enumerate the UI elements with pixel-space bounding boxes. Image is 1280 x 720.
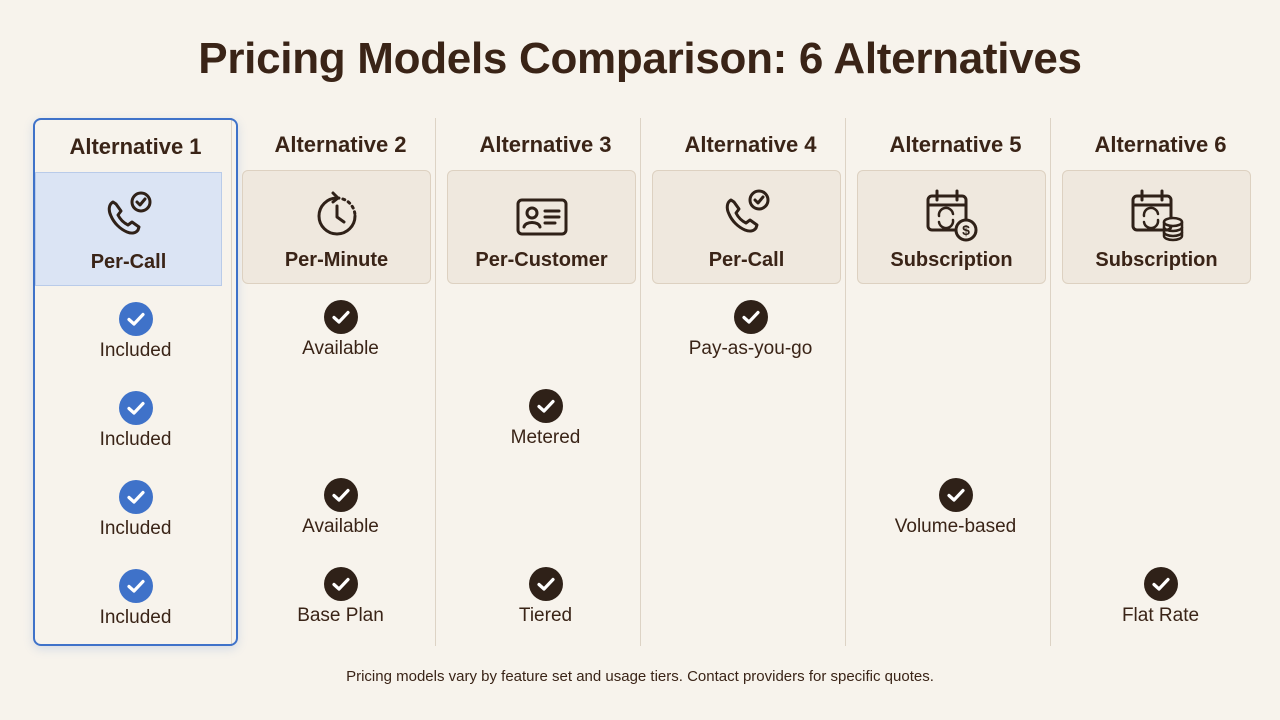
check-icon	[118, 391, 153, 425]
feature-status-text: Tiered	[518, 605, 573, 626]
clock-icon	[317, 191, 356, 236]
check-icon	[528, 389, 563, 423]
column-title: Alternative 6	[1094, 132, 1227, 157]
feature-cell: Volume-based	[853, 478, 1058, 567]
feature-status-text: Pay-as-you-go	[688, 338, 813, 359]
column-title: Alternative 2	[274, 132, 407, 157]
column-title: Alternative 1	[69, 134, 202, 159]
column-divider	[435, 118, 436, 646]
alternative-column-5[interactable]: Alternative 5 $ Subscription Volume-based	[853, 118, 1058, 646]
column-title: Alternative 5	[889, 132, 1022, 157]
alternative-column-4[interactable]: Alternative 4 Per-Call Pay-as-you-go	[648, 118, 853, 646]
pricing-model-card[interactable]: Per-Call	[35, 172, 222, 286]
pricing-model-label: Per-Call	[708, 249, 785, 271]
check-icon	[528, 567, 563, 601]
pricing-model-label: Subscription	[890, 249, 1013, 271]
check-icon	[733, 300, 768, 334]
check-icon	[323, 567, 358, 601]
footnote: Pricing models vary by feature set and u…	[346, 668, 934, 685]
pricing-model-card[interactable]: Subscription	[1062, 170, 1251, 284]
calendar-coins-icon	[1131, 189, 1183, 242]
feature-status-text: Included	[99, 340, 172, 361]
column-divider	[231, 118, 232, 646]
feature-cell: Included	[35, 569, 236, 658]
alternative-column-3[interactable]: Alternative 3 Per-Customer Metered Tiered	[443, 118, 648, 646]
svg-text:$: $	[962, 222, 970, 238]
column-title: Alternative 3	[479, 132, 612, 157]
check-icon	[323, 300, 358, 334]
feature-status-text: Available	[302, 338, 379, 359]
pricing-model-card[interactable]: $ Subscription	[857, 170, 1046, 284]
feature-status-text: Included	[99, 518, 172, 539]
page-title: Pricing Models Comparison: 6 Alternative…	[198, 34, 1082, 83]
pricing-model-card[interactable]: Per-Call	[652, 170, 841, 284]
feature-cell: Base Plan	[238, 567, 443, 656]
pricing-model-label: Per-Minute	[284, 249, 389, 271]
column-title: Alternative 4	[684, 132, 817, 157]
alternative-column-1[interactable]: Alternative 1 Per-Call Included Included Inc…	[33, 118, 238, 646]
feature-status-text: Included	[99, 607, 172, 628]
feature-cell: Included	[35, 480, 236, 569]
feature-cell: Available	[238, 478, 443, 567]
feature-cell: Included	[35, 302, 236, 391]
feature-cell: Metered	[443, 389, 648, 478]
pricing-model-label: Per-Customer	[475, 249, 608, 271]
pricing-model-card[interactable]: Per-Customer	[447, 170, 636, 284]
feature-status-text: Flat Rate	[1121, 605, 1200, 626]
feature-status-text: Volume-based	[894, 516, 1017, 537]
column-divider	[845, 118, 846, 646]
feature-status-text: Available	[302, 516, 379, 537]
phone-check-icon	[107, 191, 151, 235]
pricing-model-card[interactable]: Per-Minute	[242, 170, 431, 284]
feature-status-text: Metered	[510, 427, 581, 448]
alternative-column-6[interactable]: Alternative 6 Subscription Flat Rate	[1058, 118, 1263, 646]
pricing-model-label: Per-Call	[90, 251, 167, 273]
check-icon	[1143, 567, 1178, 601]
feature-cell: Tiered	[443, 567, 648, 656]
column-divider	[1050, 118, 1051, 646]
feature-cell: Available	[238, 300, 443, 389]
feature-status-text: Base Plan	[297, 605, 384, 626]
feature-cell: Included	[35, 391, 236, 480]
check-icon	[938, 478, 973, 512]
feature-cell: Pay-as-you-go	[648, 300, 853, 389]
phone-check-icon	[725, 189, 769, 233]
calendar-dollar-icon: $	[926, 189, 977, 242]
check-icon	[118, 302, 153, 336]
column-divider	[640, 118, 641, 646]
pricing-model-label: Subscription	[1095, 249, 1218, 271]
id-card-icon	[516, 198, 567, 236]
check-icon	[118, 569, 153, 603]
feature-status-text: Included	[99, 429, 172, 450]
check-icon	[118, 480, 153, 514]
feature-cell: Flat Rate	[1058, 567, 1263, 656]
alternative-column-2[interactable]: Alternative 2 Per-Minute Available Availabl…	[238, 118, 443, 646]
check-icon	[323, 478, 358, 512]
